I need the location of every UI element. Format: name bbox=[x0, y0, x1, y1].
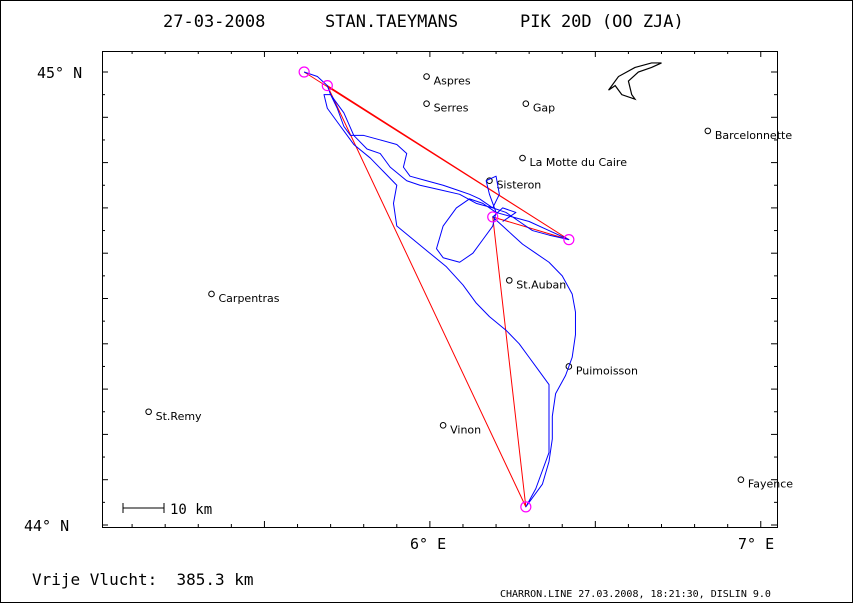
plot-frame bbox=[102, 51, 778, 528]
x-axis-label-6e: 6° E bbox=[410, 535, 446, 553]
coastline-outline bbox=[608, 62, 662, 101]
header-glider: PIK 20D (OO ZJA) bbox=[520, 12, 684, 32]
place-marker bbox=[522, 100, 530, 108]
x-axis-label-7e: 7° E bbox=[738, 535, 774, 553]
turnpoint-circle bbox=[298, 66, 310, 78]
place-marker bbox=[439, 422, 447, 429]
credits-text: CHARRON.LINE 27.03.2008, 18:21:30, DISLI… bbox=[500, 589, 771, 600]
place-label: Barcelonnette bbox=[715, 129, 793, 142]
place-marker bbox=[423, 73, 430, 80]
place-label: Aspres bbox=[434, 75, 471, 88]
place-label: Gap bbox=[533, 102, 555, 115]
place-marker bbox=[737, 476, 745, 484]
place-label: Serres bbox=[434, 102, 469, 115]
place-label: Fayence bbox=[748, 478, 793, 491]
distance-label: Vrije Vlucht: 385.3 km bbox=[32, 570, 254, 589]
task-route bbox=[303, 71, 570, 508]
place-label: Vinon bbox=[450, 423, 481, 436]
place-marker bbox=[145, 408, 152, 416]
task-lines bbox=[303, 71, 570, 508]
place-markers: Aspres Serres Gap Barcelonnette La Motte du … bbox=[145, 73, 793, 491]
turnpoint-circle bbox=[487, 211, 499, 223]
place-marker bbox=[519, 154, 526, 162]
place-label: La Motte du Caire bbox=[530, 156, 628, 169]
track-line bbox=[303, 71, 576, 508]
place-marker bbox=[505, 277, 513, 284]
place-label: Carpentras bbox=[219, 292, 280, 305]
coastline bbox=[608, 62, 662, 101]
place-marker bbox=[208, 290, 215, 298]
turnpoint-markers bbox=[298, 66, 575, 513]
y-axis-label-45n: 45° N bbox=[37, 64, 82, 82]
turnpoint-circle bbox=[321, 79, 333, 92]
flight-track bbox=[303, 71, 576, 508]
place-label: Puimoisson bbox=[576, 364, 638, 377]
y-axis-label-44n: 44° N bbox=[24, 517, 69, 535]
header-pilot: STAN.TAEYMANS bbox=[325, 12, 458, 32]
turnpoint-circle bbox=[520, 501, 532, 513]
place-label: St.Auban bbox=[516, 278, 566, 291]
axis-ticks bbox=[102, 51, 777, 527]
place-marker bbox=[423, 100, 430, 108]
place-label: St.Remy bbox=[156, 410, 202, 423]
turnpoint-circle bbox=[563, 234, 575, 246]
scale-bar bbox=[122, 503, 165, 513]
place-marker bbox=[704, 127, 712, 135]
place-label: Sisteron bbox=[496, 179, 541, 192]
header-date: 27-03-2008 bbox=[163, 12, 265, 32]
scale-bar-label: 10 km bbox=[170, 502, 212, 518]
